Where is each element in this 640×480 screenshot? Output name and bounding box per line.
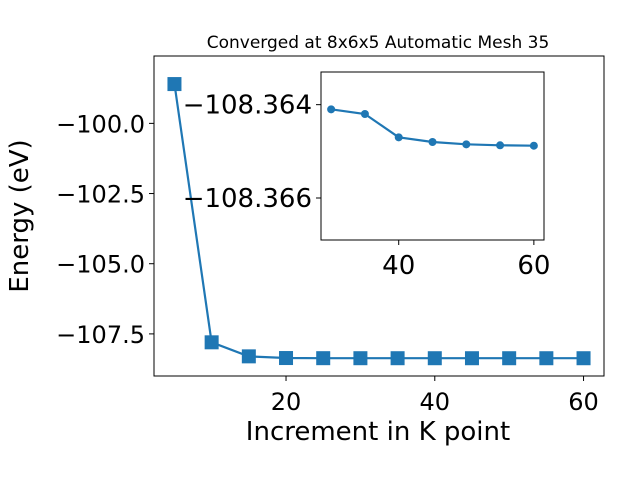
main-y-tick-label: −105.0 — [56, 251, 145, 279]
x-axis-label: Increment in K point — [246, 417, 510, 447]
inset-data-point — [428, 138, 437, 146]
main-data-point — [316, 351, 331, 366]
main-data-point — [390, 351, 405, 366]
inset-data-point — [529, 141, 538, 150]
main-series-group — [167, 77, 591, 366]
main-y-tick-label: −107.5 — [56, 321, 145, 349]
inset-data-point — [327, 105, 336, 114]
y-axis-label: Energy (eV) — [5, 139, 35, 292]
inset-series-group — [327, 105, 538, 150]
main-data-point — [539, 351, 554, 366]
inset-data-point — [360, 110, 369, 118]
main-data-point — [353, 351, 368, 366]
main-data-point — [241, 349, 256, 364]
main-data-point — [279, 351, 294, 366]
inset-x-tick-label: 40 — [382, 251, 415, 281]
chart-title: Converged at 8x6x5 Automatic Mesh 35 — [207, 33, 550, 53]
inset-plot-area — [320, 71, 545, 241]
main-x-tick-label: 60 — [568, 388, 599, 416]
inset-y-tick-label: −108.364 — [183, 91, 312, 121]
inset-ticks-group: 40 60 −108.366 −108.364 — [183, 91, 551, 281]
main-y-tick-label: −100.0 — [56, 110, 145, 138]
main-data-point — [502, 351, 517, 366]
inset-data-point — [462, 140, 471, 149]
main-data-point — [204, 335, 219, 350]
main-y-tick-label: −102.5 — [56, 181, 145, 209]
main-data-point — [576, 351, 591, 366]
main-data-point — [464, 351, 479, 366]
main-ticks-group: 20 40 60 −100.0 −102.5 −105.0 −107.5 — [56, 110, 599, 416]
inset-y-tick-label: −108.366 — [183, 184, 312, 214]
main-data-point — [167, 77, 182, 92]
inset-data-point — [496, 141, 505, 150]
inset-x-tick-label: 60 — [517, 251, 550, 281]
inset-data-point — [394, 133, 403, 142]
main-x-tick-label: 40 — [420, 388, 451, 416]
main-data-point — [427, 351, 442, 366]
main-x-tick-label: 20 — [271, 388, 302, 416]
